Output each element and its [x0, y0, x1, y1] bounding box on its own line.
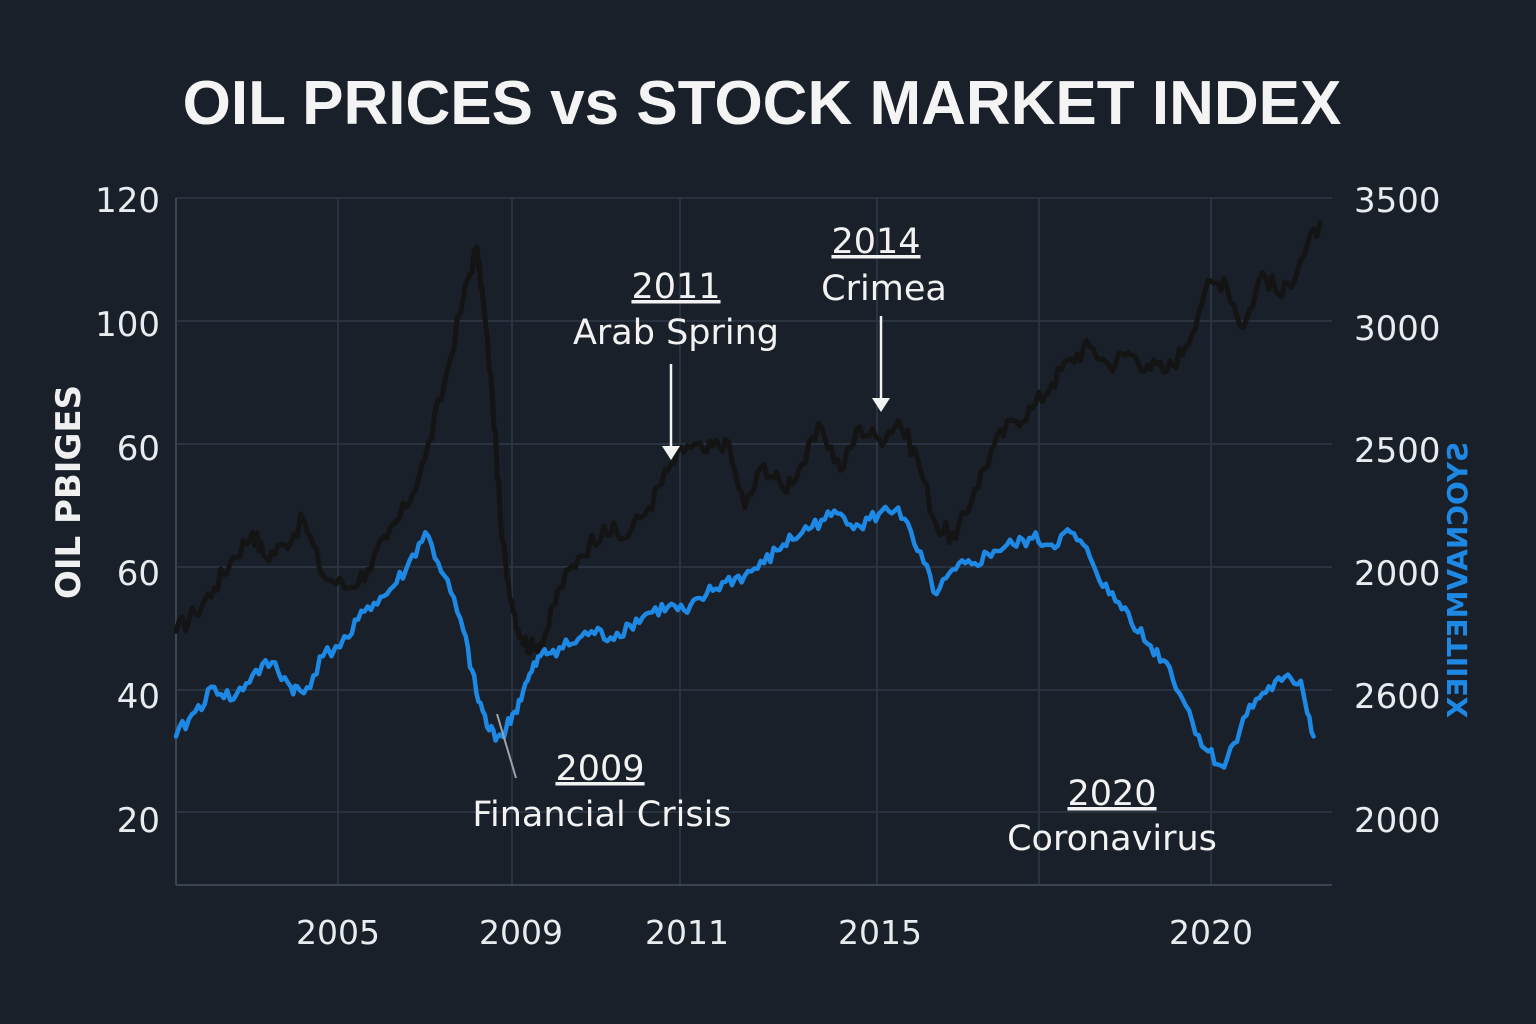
annotation-year-coronavirus: 2020	[1067, 774, 1156, 814]
left-tick-label: 100	[95, 305, 160, 345]
right-tick-label: 3500	[1354, 181, 1441, 221]
annotation-year-financial-crisis: 2009	[555, 749, 644, 789]
grid	[176, 197, 1332, 885]
x-tick-label: 2005	[296, 913, 380, 952]
annotation-pointer-financial-crisis	[496, 713, 517, 779]
left-tick-label: 120	[95, 181, 160, 221]
left-tick-label: 60	[117, 429, 160, 469]
annotation-label-crimea: Crimea	[821, 269, 947, 309]
chart-title: OIL PRICES vs STOCK MARKET INDEX	[183, 69, 1342, 138]
annotation-arrow-arab-spring	[662, 364, 680, 460]
left-tick-label: 40	[117, 677, 160, 717]
stock-index-line	[173, 504, 1316, 770]
x-tick-label: 2009	[479, 913, 563, 952]
annotation-label-arab-spring: Arab Spring	[573, 313, 779, 353]
right-tick-label: 2600	[1354, 677, 1441, 717]
y-axis-label-right: SYOCNAVMETIIEX	[1441, 442, 1474, 719]
left-tick-label: 20	[117, 801, 160, 841]
x-tick-label: 2015	[838, 913, 922, 952]
annotation-year-crimea: 2014	[831, 222, 920, 262]
left-tick-label: 60	[117, 554, 160, 594]
right-tick-label: 2000	[1354, 801, 1441, 841]
right-tick-label: 2500	[1354, 431, 1441, 471]
x-tick-label: 2011	[645, 913, 729, 952]
y-axis-label-left: OIL PBIGES	[49, 385, 89, 599]
annotation-label-financial-crisis: Financial Crisis	[472, 795, 731, 835]
annotation-label-coronavirus: Coronavirus	[1007, 819, 1217, 859]
right-tick-label: 3000	[1354, 309, 1441, 349]
right-tick-label: 2000	[1354, 554, 1441, 594]
annotation-arrow-crimea	[872, 316, 890, 412]
x-tick-label: 2020	[1169, 913, 1253, 952]
annotation-year-arab-spring: 2011	[631, 267, 720, 307]
oil-price-line	[173, 220, 1323, 656]
